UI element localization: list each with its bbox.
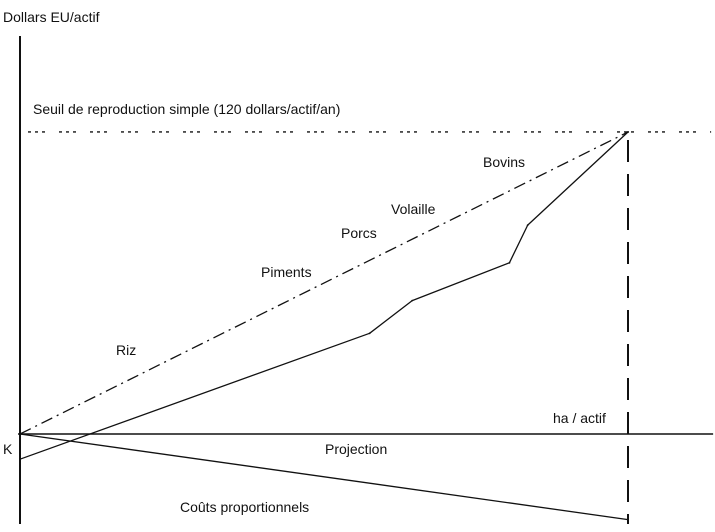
annotation-riz: Riz xyxy=(116,342,136,358)
threshold-layer: Seuil de reproduction simple (120 dollar… xyxy=(28,101,712,133)
annotation-porcs: Porcs xyxy=(341,225,377,241)
series-1-point-3 xyxy=(508,261,511,264)
projection-label: Projection xyxy=(325,441,387,457)
axes xyxy=(18,36,714,524)
labels-layer: Dollars EU/actif ha / actif K Projection… xyxy=(3,9,606,515)
annotation-volaille: Volaille xyxy=(391,201,436,217)
x-axis-label: ha / actif xyxy=(553,410,606,426)
threshold-label: Seuil de reproduction simple (120 dollar… xyxy=(33,101,340,117)
series-2-line xyxy=(19,433,629,521)
series-1-point-1 xyxy=(368,332,371,335)
series-0-line xyxy=(19,131,629,435)
series-1-point-2 xyxy=(411,299,414,302)
series-layer xyxy=(19,131,629,521)
series-2-point-0 xyxy=(19,433,21,435)
series-1-point-5 xyxy=(627,131,629,133)
series-1-line xyxy=(19,131,629,460)
series-1-point-4 xyxy=(526,224,529,226)
annotation-bovins: Bovins xyxy=(483,154,525,170)
annotation-piments: Piments xyxy=(261,264,312,280)
costs-label: Coûts proportionnels xyxy=(180,499,309,515)
y-axis-label: Dollars EU/actif xyxy=(3,9,100,25)
series-1-point-0 xyxy=(19,458,21,461)
origin-label: K xyxy=(3,441,13,457)
